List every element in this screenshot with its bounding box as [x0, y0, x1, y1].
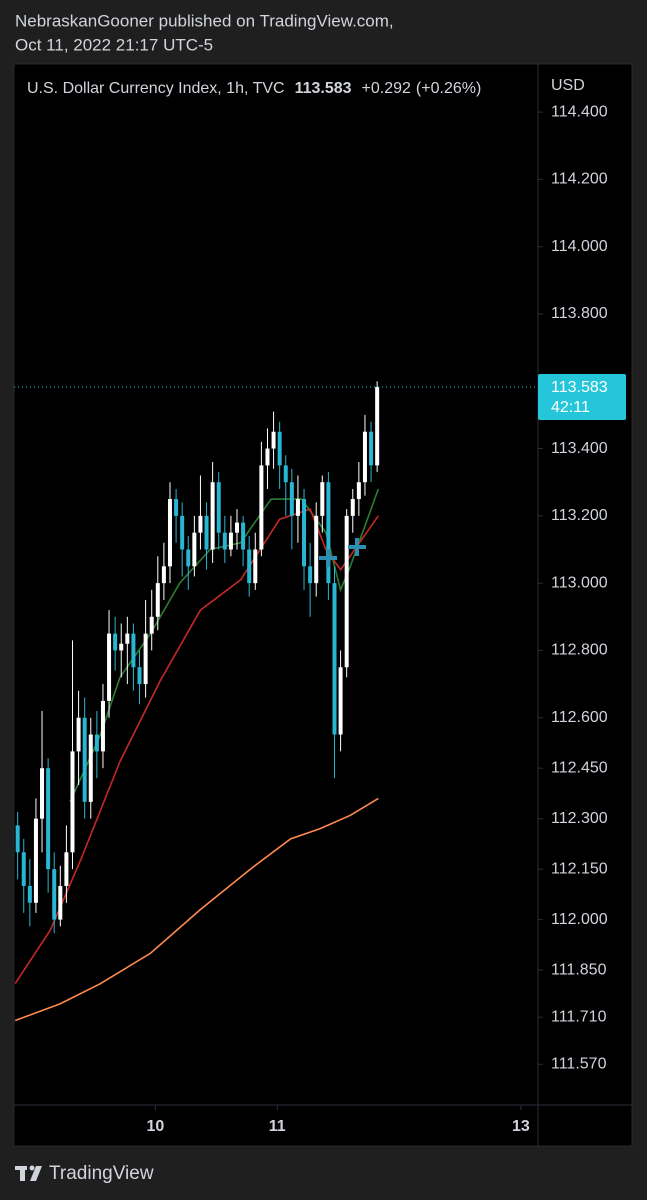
candle-body — [180, 515, 185, 550]
candle-body — [137, 667, 142, 685]
plot-area — [14, 381, 380, 1022]
candle-body — [289, 482, 294, 516]
candle-body — [216, 482, 221, 533]
event-marker — [319, 538, 366, 567]
symbol-title: U.S. Dollar Currency Index, 1h, TVC — [27, 80, 285, 97]
y-tick-label: 112.000 — [551, 911, 608, 928]
candle-body — [107, 633, 112, 701]
y-tick-label: 112.150 — [551, 860, 608, 877]
candle-body — [94, 734, 99, 752]
candle-body — [15, 825, 20, 853]
candle-body — [76, 717, 81, 752]
candle-body — [302, 499, 307, 567]
candle-body — [155, 583, 160, 617]
candle-body — [125, 633, 130, 644]
candle-body — [113, 633, 118, 651]
candle-body — [149, 616, 154, 634]
candle-body — [40, 768, 45, 819]
candle-body — [332, 583, 337, 735]
legend-price: 113.583 — [295, 80, 352, 97]
y-tick-label: 111.850 — [551, 961, 607, 978]
y-tick-label: 112.800 — [551, 642, 608, 659]
y-tick-label: 114.400 — [551, 103, 608, 120]
candle-body — [131, 633, 136, 668]
candle-body — [186, 549, 191, 567]
legend-change: +0.292 — [362, 80, 411, 97]
candle-body — [283, 465, 288, 483]
brand-logo — [15, 1165, 42, 1181]
legend-change-percent: (+0.26%) — [416, 80, 481, 97]
y-tick-label: 111.710 — [551, 1008, 607, 1025]
y-tick-label: 114.000 — [551, 238, 608, 255]
candle-body — [52, 869, 57, 920]
moving-average-line — [69, 488, 380, 803]
candle-body — [375, 386, 380, 466]
y-tick-label: 113.200 — [551, 507, 608, 524]
candle-body — [265, 448, 270, 466]
y-tick-label: 112.600 — [551, 709, 608, 726]
candle-body — [100, 700, 105, 752]
publisher-line: NebraskanGooner published on TradingView… — [15, 11, 394, 30]
candle-body — [64, 852, 69, 886]
candle-body — [167, 499, 172, 567]
candle-body — [247, 549, 252, 584]
candle-body — [326, 482, 331, 584]
candle-body — [222, 532, 227, 550]
last-price-label: 113.583 — [551, 379, 608, 396]
chart-panel — [13, 63, 633, 1147]
x-tick-label: 11 — [269, 1118, 286, 1135]
legend: U.S. Dollar Currency Index, 1h, TVC 113.5… — [27, 80, 481, 97]
countdown-label: 42:11 — [551, 399, 590, 416]
candle-body — [369, 431, 374, 466]
candle-body — [174, 499, 179, 516]
y-tick-label: 114.200 — [551, 171, 608, 188]
candle-body — [198, 515, 203, 533]
candle-body — [210, 482, 215, 550]
candle-body — [314, 515, 319, 584]
candle-body — [295, 499, 300, 516]
brand-name: TradingView — [49, 1163, 154, 1184]
candle-body — [271, 431, 276, 449]
moving-average-line — [14, 797, 379, 1022]
y-tick-label: 113.400 — [551, 440, 608, 457]
candle-body — [259, 465, 264, 550]
candle-body — [277, 431, 282, 466]
last-price-box — [538, 373, 626, 420]
candle-body — [82, 717, 87, 802]
candle-body — [235, 522, 240, 533]
candle-body — [46, 768, 51, 870]
candle-body — [192, 532, 197, 567]
publish-date: Oct 11, 2022 21:17 UTC-5 — [15, 35, 213, 54]
candle-body — [27, 885, 32, 903]
candle-body — [344, 515, 349, 668]
y-tick-label: 112.450 — [551, 759, 608, 776]
x-tick-label: 10 — [146, 1118, 164, 1135]
x-tick-label: 13 — [512, 1118, 530, 1135]
candle-body — [33, 818, 38, 903]
y-tick-label: 113.000 — [551, 574, 608, 591]
y-tick-label: 113.800 — [551, 305, 608, 322]
candle-body — [21, 852, 26, 886]
y-tick-label: 111.570 — [551, 1056, 607, 1073]
candle-body — [88, 734, 93, 802]
candle-body — [320, 482, 325, 516]
candle-body — [362, 431, 367, 483]
candle-body — [241, 522, 246, 550]
y-tick-label: 112.300 — [551, 810, 608, 827]
candle-body — [356, 482, 361, 500]
candle-body — [58, 885, 63, 920]
candle-body — [70, 751, 75, 853]
candle-body — [253, 549, 258, 584]
candle-body — [338, 667, 343, 735]
candle-body — [204, 515, 209, 550]
candle-body — [228, 532, 233, 550]
currency-label: USD — [551, 77, 585, 94]
candle-body — [350, 499, 355, 516]
candle-body — [161, 566, 166, 584]
candle-body — [143, 633, 148, 685]
candle-body — [308, 566, 313, 584]
candle-body — [119, 643, 124, 651]
